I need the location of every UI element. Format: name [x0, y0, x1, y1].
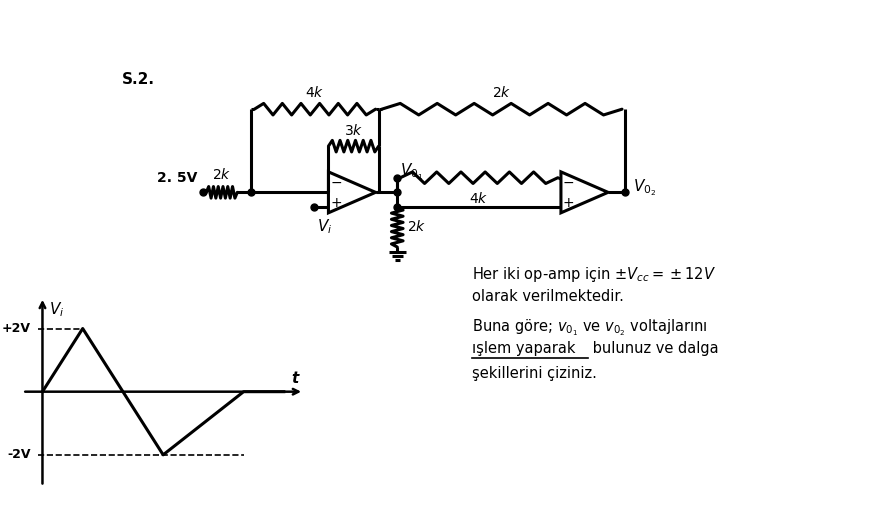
Text: 2. 5V: 2. 5V — [156, 172, 197, 185]
Text: S.2.: S.2. — [122, 72, 155, 87]
Text: $V_i$: $V_i$ — [316, 218, 333, 237]
Text: $-$: $-$ — [330, 175, 342, 189]
Text: $-$: $-$ — [562, 175, 574, 189]
Text: $V_{0_1}$: $V_{0_1}$ — [401, 162, 424, 182]
Text: $2k$: $2k$ — [408, 220, 426, 234]
Text: $+$: $+$ — [330, 196, 342, 209]
Text: $V_{0_2}$: $V_{0_2}$ — [633, 178, 656, 198]
Text: Buna göre; $v_{0_1}$ ve $v_{0_2}$ voltajlarını: Buna göre; $v_{0_1}$ ve $v_{0_2}$ voltaj… — [472, 317, 707, 338]
Text: $3k$: $3k$ — [344, 123, 363, 138]
Text: $+$: $+$ — [562, 196, 574, 209]
Text: +2V: +2V — [2, 322, 30, 335]
Text: olarak verilmektedir.: olarak verilmektedir. — [472, 289, 624, 304]
Text: şekillerini çiziniz.: şekillerini çiziniz. — [472, 366, 597, 380]
Text: bulunuz ve dalga: bulunuz ve dalga — [588, 342, 719, 356]
Text: $2k$: $2k$ — [493, 85, 511, 100]
Text: -2V: -2V — [7, 449, 30, 461]
Text: $2k$: $2k$ — [212, 167, 232, 182]
Text: $4k$: $4k$ — [305, 85, 325, 100]
Text: $V_i$: $V_i$ — [49, 300, 64, 319]
Text: Her iki op-amp için $\pm V_{cc} = \pm 12V$: Her iki op-amp için $\pm V_{cc} = \pm 12… — [472, 265, 716, 284]
Text: ışlem yaparak: ışlem yaparak — [472, 342, 576, 356]
Text: t: t — [291, 371, 299, 386]
Text: $4k$: $4k$ — [469, 191, 489, 206]
